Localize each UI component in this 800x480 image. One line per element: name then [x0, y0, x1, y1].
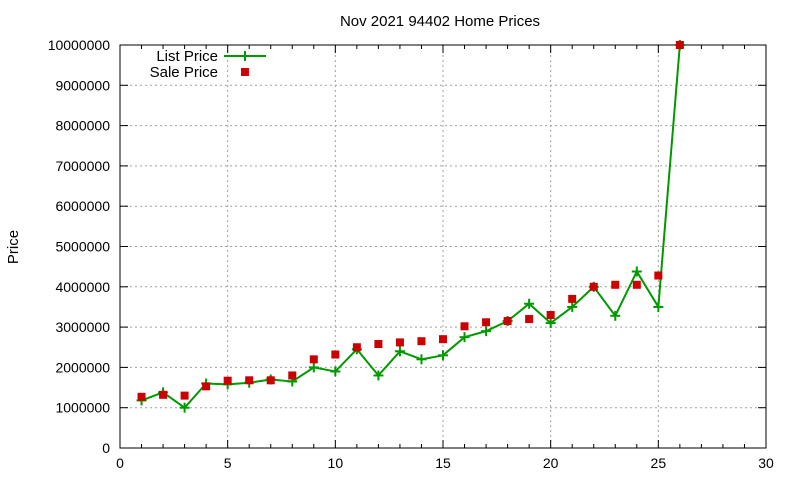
- x-tick-label: 20: [543, 455, 559, 471]
- sale-price-point: [439, 335, 447, 344]
- x-tick-label: 30: [758, 455, 774, 471]
- sale-price-point: [352, 343, 361, 352]
- sale-price-point: [546, 311, 555, 320]
- sale-price-point: [611, 280, 620, 289]
- sale-price-point: [137, 392, 146, 401]
- list-price-line: [141, 44, 681, 410]
- y-tick-label: 1000000: [55, 400, 110, 416]
- y-tick-label: 8000000: [55, 118, 110, 134]
- sale-price-point: [331, 350, 340, 359]
- y-tick-label: 2000000: [55, 359, 110, 375]
- sale-price-point: [374, 340, 383, 349]
- x-tick-label: 0: [116, 455, 124, 471]
- y-tick-label: 4000000: [55, 279, 110, 295]
- legend-label-1: Sale Price: [150, 64, 218, 81]
- y-tick-label: 7000000: [55, 158, 110, 174]
- y-tick-label: 10000000: [48, 37, 111, 53]
- series-layer: [136, 40, 685, 413]
- sale-price-point: [417, 337, 426, 346]
- sale-price-point: [568, 294, 577, 303]
- x-tick-label: 10: [328, 455, 344, 471]
- sale-price-point: [460, 322, 469, 331]
- grid-layer: [120, 45, 766, 448]
- x-tick-label: 5: [224, 455, 232, 471]
- sale-price-point: [309, 355, 318, 364]
- sale-price-point: [202, 382, 211, 391]
- series-sale-price: [137, 41, 684, 401]
- sale-price-point: [503, 317, 512, 326]
- sale-price-point: [525, 315, 534, 324]
- y-tick-label: 5000000: [55, 239, 110, 255]
- sale-price-point: [266, 376, 275, 385]
- sale-price-point: [632, 280, 641, 289]
- sale-price-point: [159, 390, 168, 399]
- sale-price-point: [482, 318, 491, 327]
- sale-price-point: [223, 376, 232, 385]
- axis-ticks: 0 1000000 2000000 3000000 4000000 5000000 6000…: [48, 37, 774, 471]
- sale-price-point: [395, 338, 404, 347]
- chart-title: Nov 2021 94402 Home Prices: [340, 13, 540, 30]
- sale-price-point: [589, 282, 598, 291]
- sale-price-point: [288, 371, 297, 380]
- legend-label-0: List Price: [156, 48, 218, 65]
- y-axis-label: Price: [5, 230, 22, 264]
- legend-sample-square: [241, 68, 249, 76]
- y-tick-label: 3000000: [55, 319, 110, 335]
- sale-price-point: [654, 271, 663, 280]
- sale-price-point: [245, 376, 254, 385]
- series-list-price: [136, 40, 685, 413]
- y-tick-label: 6000000: [55, 198, 110, 214]
- x-tick-label: 25: [651, 455, 667, 471]
- y-tick-label: 9000000: [55, 77, 110, 93]
- x-tick-label: 15: [435, 455, 451, 471]
- sale-price-point: [180, 391, 189, 400]
- sale-price-point: [675, 41, 684, 49]
- y-tick-label: 0: [102, 440, 110, 456]
